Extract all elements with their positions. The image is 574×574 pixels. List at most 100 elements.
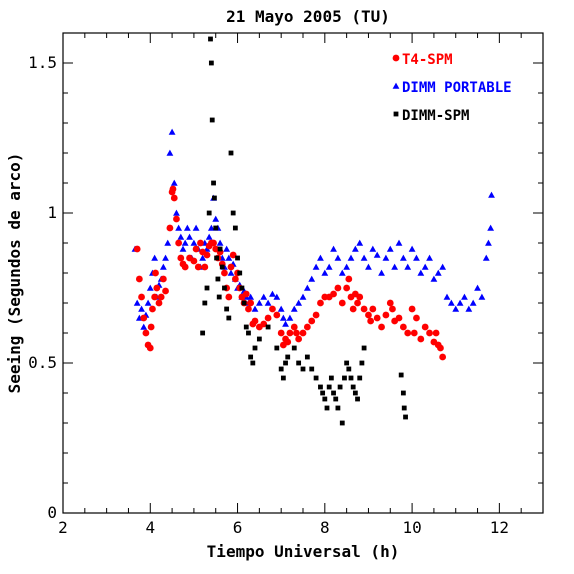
data-point bbox=[170, 194, 178, 202]
data-point bbox=[181, 263, 189, 271]
legend-label: DIMM-SPM bbox=[402, 108, 469, 124]
data-point bbox=[413, 254, 420, 261]
data-point bbox=[280, 375, 286, 381]
data-point bbox=[430, 275, 438, 282]
data-point bbox=[443, 293, 451, 300]
data-point bbox=[219, 264, 225, 270]
data-point bbox=[282, 320, 289, 327]
data-point bbox=[369, 245, 377, 252]
data-point bbox=[354, 299, 361, 307]
data-point bbox=[322, 396, 328, 402]
data-point bbox=[434, 269, 442, 276]
data-point bbox=[367, 317, 375, 325]
data-point bbox=[202, 300, 208, 306]
data-point bbox=[164, 239, 172, 246]
data-point bbox=[265, 324, 271, 330]
data-point bbox=[338, 269, 346, 276]
data-point bbox=[177, 254, 185, 262]
data-point bbox=[179, 245, 187, 252]
data-point bbox=[208, 36, 213, 42]
data-point bbox=[279, 314, 287, 321]
data-point bbox=[146, 284, 154, 291]
data-point bbox=[146, 344, 154, 352]
data-point bbox=[308, 275, 316, 282]
data-point bbox=[369, 305, 377, 313]
data-point bbox=[395, 314, 403, 322]
data-point bbox=[190, 257, 198, 265]
data-point bbox=[177, 233, 185, 240]
data-point bbox=[303, 284, 311, 291]
data-point bbox=[204, 285, 210, 291]
axis-tick-labels: 2 4 6 8 10 12 0 0.5 1 1.5 bbox=[28, 53, 509, 537]
data-point bbox=[437, 344, 444, 352]
data-point bbox=[225, 254, 233, 261]
data-point bbox=[147, 323, 155, 331]
data-point bbox=[231, 275, 239, 283]
data-point bbox=[215, 276, 221, 282]
data-point bbox=[162, 287, 169, 295]
data-point bbox=[439, 263, 447, 270]
data-point bbox=[183, 224, 191, 231]
data-point bbox=[320, 390, 326, 396]
data-point bbox=[335, 405, 341, 411]
data-point bbox=[212, 215, 220, 222]
data-point bbox=[352, 390, 358, 396]
data-point bbox=[159, 275, 167, 283]
data-point bbox=[478, 293, 486, 300]
data-point bbox=[346, 366, 352, 372]
data-point bbox=[474, 284, 481, 291]
data-point bbox=[299, 293, 307, 300]
data-point bbox=[251, 305, 259, 312]
data-point bbox=[273, 293, 281, 300]
data-point bbox=[207, 224, 215, 231]
data-point bbox=[365, 311, 372, 319]
data-point bbox=[326, 384, 332, 390]
data-point bbox=[144, 299, 152, 306]
data-point bbox=[283, 360, 288, 366]
data-point bbox=[447, 299, 455, 306]
data-point bbox=[194, 263, 202, 271]
data-point bbox=[264, 314, 272, 322]
data-point bbox=[166, 149, 174, 156]
data-point bbox=[232, 225, 238, 231]
data-point bbox=[488, 191, 495, 198]
data-point bbox=[224, 306, 230, 312]
data-point bbox=[338, 299, 346, 307]
data-point bbox=[343, 284, 351, 292]
data-point bbox=[138, 293, 145, 301]
data-point bbox=[269, 305, 276, 313]
data-point bbox=[162, 254, 169, 261]
data-point bbox=[293, 329, 300, 337]
data-point bbox=[389, 305, 396, 313]
data-point bbox=[206, 210, 212, 216]
y-tick-label: 1.5 bbox=[28, 53, 57, 72]
data-point bbox=[217, 246, 223, 252]
data-point bbox=[242, 290, 250, 298]
data-point bbox=[170, 179, 178, 186]
data-point bbox=[192, 245, 200, 253]
data-point bbox=[151, 293, 159, 301]
legend-label: DIMM PORTABLE bbox=[402, 80, 512, 96]
data-point bbox=[400, 390, 406, 396]
data-point bbox=[465, 305, 473, 312]
data-point bbox=[225, 293, 233, 301]
data-point bbox=[211, 180, 216, 186]
data-point bbox=[290, 305, 298, 312]
data-point bbox=[166, 224, 174, 232]
data-point bbox=[264, 299, 272, 306]
data-point bbox=[173, 215, 180, 223]
data-point bbox=[421, 263, 429, 270]
data-point bbox=[317, 299, 324, 307]
data-point bbox=[138, 305, 145, 312]
data-point bbox=[356, 239, 364, 246]
data-point bbox=[295, 299, 303, 306]
data-point bbox=[277, 329, 285, 337]
data-point bbox=[285, 354, 291, 360]
data-point bbox=[212, 195, 217, 201]
data-point bbox=[286, 314, 294, 321]
data-point bbox=[386, 245, 394, 252]
data-point bbox=[347, 254, 355, 261]
data-point bbox=[140, 314, 148, 322]
data-point bbox=[426, 329, 433, 337]
data-point bbox=[155, 299, 163, 307]
